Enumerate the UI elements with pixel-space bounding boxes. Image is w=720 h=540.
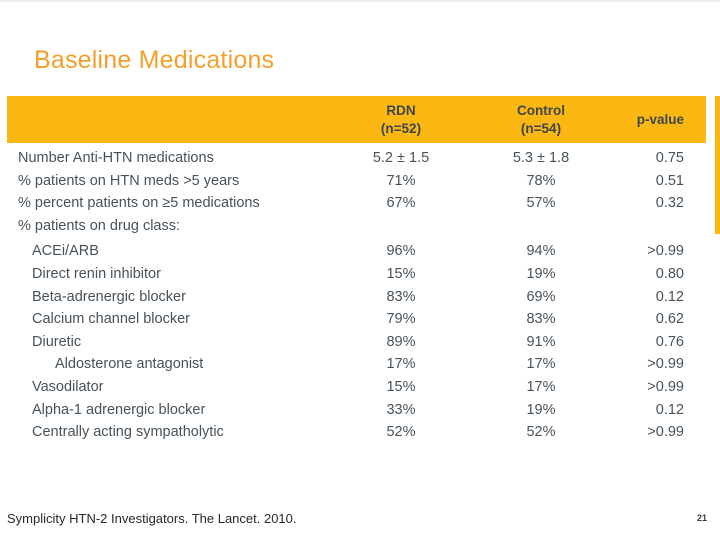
column-header-pvalue: p-value: [636, 111, 684, 127]
rdn-value: 15%: [386, 265, 416, 282]
control-value: 83%: [526, 311, 556, 328]
slide-top-edge: [0, 0, 720, 2]
p-value: >0.99: [647, 243, 684, 260]
row-label: Beta-adrenergic blocker: [32, 288, 186, 305]
right-accent-bar: [715, 96, 720, 234]
row-label: % patients on HTN meds >5 years: [18, 172, 240, 189]
rdn-value: 52%: [386, 424, 416, 441]
row-label: Vasodilator: [32, 378, 104, 395]
rdn-value: 17%: [386, 356, 416, 373]
row-label: Alpha-1 adrenergic blocker: [32, 401, 206, 418]
p-value: [611, 215, 686, 238]
control-value: 5.3 ± 1.8: [512, 150, 570, 166]
control-value: [471, 215, 611, 238]
p-value: >0.99: [647, 356, 684, 373]
rdn-value: 96%: [386, 243, 416, 260]
medications-table: Number Anti-HTN medications 5.2 ± 1.5 5.…: [7, 147, 706, 444]
row-label: ACEi/ARB: [32, 243, 99, 260]
column-header-control: Control (n=54): [517, 102, 565, 136]
table-row: Beta-adrenergic blocker 83% 69% 0.12: [7, 286, 706, 309]
table-row: Aldosterone antagonist 17% 17% >0.99: [7, 353, 706, 376]
table-row: Diuretic 89% 91% 0.76: [7, 331, 706, 354]
p-value: 0.12: [655, 401, 684, 418]
row-label: Aldosterone antagonist: [55, 356, 204, 373]
control-value: 69%: [526, 288, 556, 305]
table-row: Vasodilator 15% 17% >0.99: [7, 376, 706, 399]
rdn-value: 71%: [386, 172, 416, 189]
slide-title: Baseline Medications: [34, 46, 275, 74]
p-value: 0.76: [655, 333, 684, 350]
row-label: Number Anti-HTN medications: [18, 150, 214, 166]
p-value: 0.80: [655, 265, 684, 282]
row-label: Centrally acting sympatholytic: [32, 424, 224, 441]
rdn-value: [331, 215, 471, 238]
control-value: 78%: [526, 172, 556, 189]
control-value: 52%: [526, 424, 556, 441]
control-value: 17%: [526, 378, 556, 395]
table-row: Calcium channel blocker 79% 83% 0.62: [7, 308, 706, 331]
control-value: 94%: [526, 243, 556, 260]
control-value: 91%: [526, 333, 556, 350]
row-label: Diuretic: [32, 333, 82, 350]
rdn-value: 79%: [386, 311, 416, 328]
control-value: 57%: [526, 195, 556, 212]
table-row: % patients on drug class:: [7, 215, 706, 238]
p-value: 0.32: [655, 195, 684, 212]
page-number: 21: [696, 513, 707, 523]
rdn-value: 5.2 ± 1.5: [372, 150, 430, 166]
rdn-value: 67%: [386, 195, 416, 212]
rdn-value: 15%: [386, 378, 416, 395]
p-value: 0.75: [655, 150, 684, 166]
rdn-value: 33%: [386, 401, 416, 418]
p-value: 0.51: [655, 172, 684, 189]
row-label: Direct renin inhibitor: [32, 265, 161, 282]
rdn-value: 83%: [386, 288, 416, 305]
row-label: % patients on drug class:: [18, 217, 181, 234]
citation-footer: Symplicity HTN-2 Investigators. The Lanc…: [7, 511, 297, 526]
table-row: ACEi/ARB 96% 94% >0.99: [7, 240, 706, 263]
table-row: % percent patients on ≥5 medications 67%…: [7, 192, 706, 215]
table-row: Number Anti-HTN medications 5.2 ± 1.5 5.…: [7, 147, 706, 170]
table-row: Centrally acting sympatholytic 52% 52% >…: [7, 421, 706, 444]
rdn-value: 89%: [386, 333, 416, 350]
p-value: >0.99: [647, 378, 684, 395]
column-header-rdn: RDN (n=52): [380, 102, 422, 136]
p-value: 0.12: [655, 288, 684, 305]
table-row: % patients on HTN meds >5 years 71% 78% …: [7, 170, 706, 193]
table-row: Direct renin inhibitor 15% 19% 0.80: [7, 263, 706, 286]
row-label: % percent patients on ≥5 medications: [18, 195, 260, 212]
row-label: Calcium channel blocker: [32, 311, 190, 328]
control-value: 19%: [526, 265, 556, 282]
p-value: 0.62: [655, 311, 684, 328]
p-value: >0.99: [647, 424, 684, 441]
table-row: Alpha-1 adrenergic blocker 33% 19% 0.12: [7, 399, 706, 422]
table-header-band: RDN (n=52) Control (n=54) p-value: [7, 96, 706, 143]
control-value: 19%: [526, 401, 556, 418]
control-value: 17%: [526, 356, 556, 373]
